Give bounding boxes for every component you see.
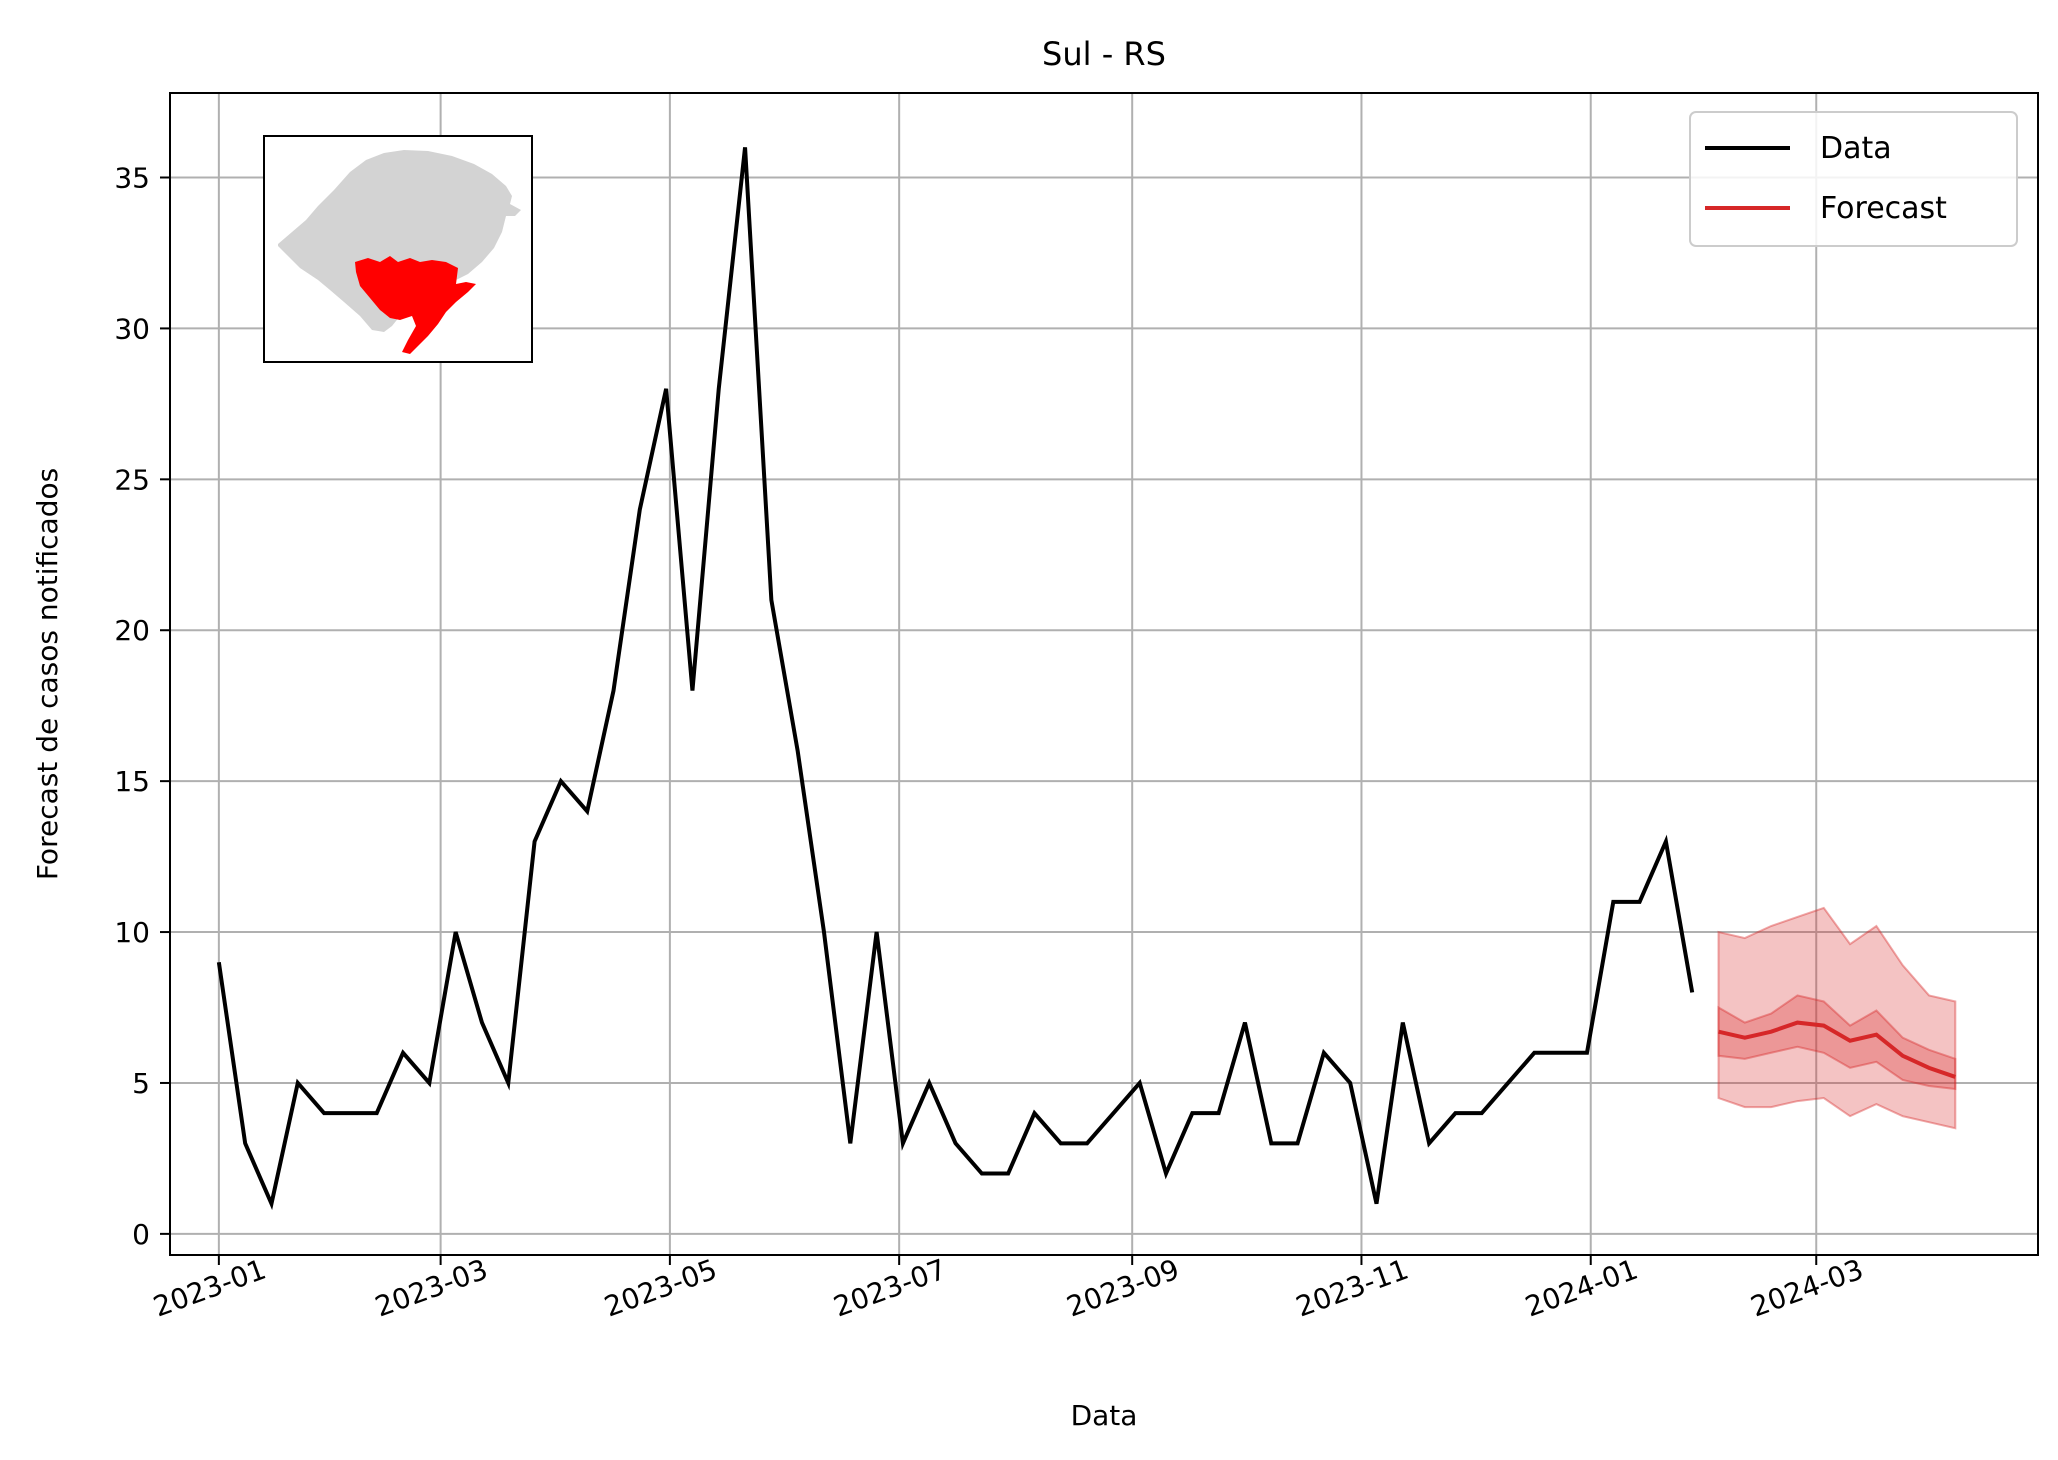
series-line-data (216, 147, 1695, 1211)
forecast-intervals (1717, 906, 1957, 1130)
highlighted-region (355, 256, 476, 354)
x-axis-label: Data (1071, 1399, 1138, 1432)
legend: Data Forecast (1689, 111, 2018, 247)
y-tick-label: 25 (114, 463, 150, 496)
forecast-inner-interval (1717, 994, 1957, 1091)
series-line-forecast (1718, 1020, 1956, 1079)
y-tick-label: 20 (114, 614, 150, 647)
plot-frame (169, 92, 2039, 1256)
y-tick-label: 15 (114, 765, 150, 798)
y-tick-label: 0 (132, 1218, 150, 1251)
grid-lines (170, 93, 2038, 1255)
legend-label-data: Data (1820, 131, 1892, 166)
y-tick-label: 35 (114, 162, 150, 195)
y-axis-label: Forecast de casos notificados (31, 468, 64, 880)
chart-title: Sul - RS (1042, 35, 1166, 73)
y-axis-ticks: 0 5 10 15 20 25 30 35 (114, 162, 170, 1251)
legend-label-forecast: Forecast (1820, 191, 1947, 226)
y-tick-label: 30 (114, 312, 150, 345)
y-tick-label: 10 (114, 916, 150, 949)
state-outline (278, 150, 521, 332)
series-lines (216, 147, 1956, 1211)
forecast-outer-interval (1717, 906, 1957, 1130)
inset-map (263, 135, 533, 363)
y-tick-label: 5 (132, 1067, 150, 1100)
